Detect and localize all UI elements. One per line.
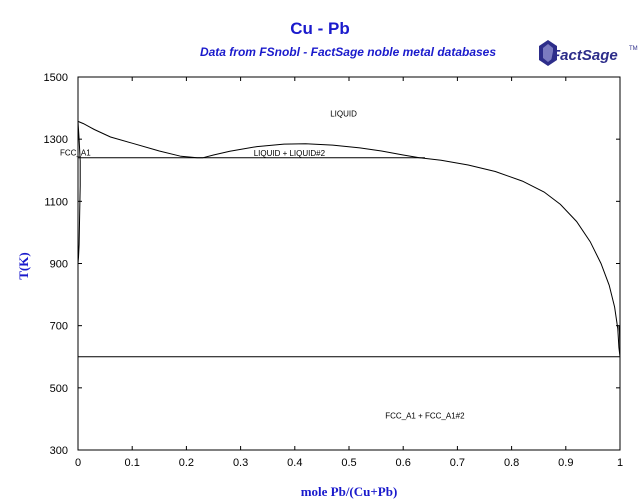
phase-boundary-line [77,120,621,357]
x-axis-label: mole Pb/(Cu+Pb) [300,484,398,499]
x-tick-label: 0.2 [179,457,194,469]
y-tick-label: 1500 [44,72,68,84]
region-label: FCC_A1 [60,149,91,158]
x-tick-label: 0.3 [233,457,248,469]
region-labels: LIQUID LIQUID + LIQUID#2 FCC_A1 FCC_A1 + FC… [60,109,465,420]
y-tick-label: 700 [50,321,68,333]
x-tick-label: 0.4 [287,457,302,469]
x-tick-label: 0.8 [504,457,519,469]
y-tick-label: 300 [50,445,68,457]
x-tick-label: 0.5 [341,457,356,469]
y-axis-label: T(K) [16,252,31,280]
region-label: LIQUID [330,109,357,118]
x-tick-label: 0.7 [450,457,465,469]
y-tick-label: 1300 [44,134,68,146]
x-tick-label: 0 [75,457,81,469]
x-tick-label: 0.9 [558,457,573,469]
x-tick-label: 0.6 [396,457,411,469]
phase-boundaries [77,120,621,358]
region-label: FCC_A1 + FCC_A1#2 [385,411,465,420]
factsage-logo-text: FactSage [551,47,618,64]
chart-title: Cu - Pb [290,19,350,38]
y-tick-label: 500 [50,383,68,395]
region-label: LIQUID + LIQUID#2 [254,149,326,158]
factsage-logo: FactSage TM [539,40,638,66]
y-tick-label: 1100 [44,196,68,208]
axis-ticks: 0 0.1 0.2 0.3 0.4 0.5 0.6 0.7 0.8 0.9 130050070090… [44,72,624,469]
factsage-logo-tm: TM [629,46,638,52]
x-tick-label: 0.1 [125,457,140,469]
x-tick-label: 1 [617,457,623,469]
plot-frame [77,76,621,451]
y-tick-label: 900 [50,259,68,271]
factsage-logo-mark [539,40,557,66]
chart-subtitle: Data from FSnobl - FactSage noble metal … [199,45,497,59]
